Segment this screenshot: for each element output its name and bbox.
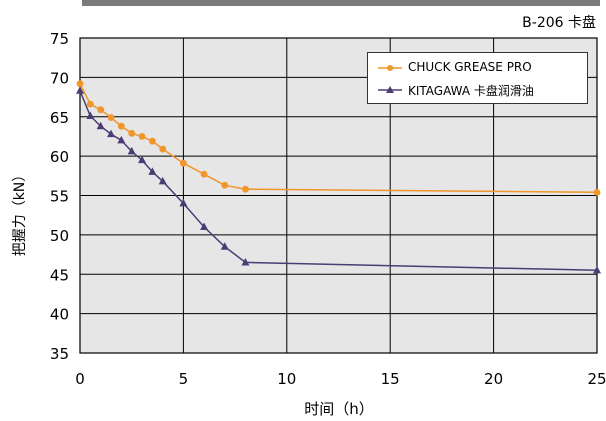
data-point-triangle: [179, 198, 188, 207]
x-axis-label: 时间（h）: [304, 400, 374, 418]
top-decorative-bar: [82, 0, 600, 6]
data-point-circle: [221, 181, 229, 189]
chart-title: B-206 卡盘: [522, 15, 596, 31]
data-point-circle: [86, 100, 94, 108]
y-tick-label: 65: [50, 109, 69, 127]
data-point-circle: [200, 170, 208, 178]
data-point-triangle: [593, 265, 601, 274]
data-point-triangle: [96, 121, 105, 130]
data-point-circle: [97, 106, 105, 114]
x-tick-label: 0: [75, 370, 85, 388]
data-point-triangle: [86, 111, 95, 119]
data-point-circle: [76, 80, 84, 88]
data-point-circle: [138, 133, 146, 140]
data-point-triangle: [127, 146, 136, 155]
x-tick-label: 10: [277, 370, 296, 388]
legend-item-kitagawa: KITAGAWA 卡盘润滑油: [368, 80, 587, 100]
y-tick-label: 50: [50, 227, 69, 245]
legend-triangle-marker-icon: [386, 86, 394, 93]
data-point-triangle: [138, 155, 147, 164]
data-point-circle: [593, 188, 601, 196]
data-point-circle: [148, 137, 156, 145]
data-point-triangle: [76, 86, 84, 94]
x-tick-label: 5: [179, 370, 189, 388]
legend-label: CHUCK GREASE PRO: [408, 60, 532, 74]
data-point-triangle: [107, 129, 116, 138]
y-tick-label: 35: [50, 345, 69, 363]
legend-label: KITAGAWA 卡盘润滑油: [408, 84, 534, 98]
y-tick-label: 55: [50, 188, 69, 206]
data-point-triangle: [158, 176, 167, 185]
x-tick-label: 20: [484, 370, 503, 388]
y-tick-label: 60: [50, 148, 69, 166]
x-tick-label: 15: [381, 370, 400, 388]
data-point-circle: [107, 114, 115, 121]
data-point-triangle: [117, 135, 126, 144]
y-axis-label: 把握力（kN）: [12, 167, 28, 257]
data-point-circle: [242, 185, 249, 193]
x-tick-label: 25: [587, 370, 606, 388]
data-point-circle: [159, 145, 167, 153]
data-point-triangle: [200, 222, 209, 230]
y-tick-label: 70: [50, 69, 69, 87]
data-point-triangle: [220, 242, 229, 250]
data-point-triangle: [241, 257, 250, 266]
data-point-circle: [117, 122, 125, 130]
legend: CHUCK GREASE PRO KITAGAWA 卡盘润滑油: [367, 52, 588, 104]
data-point-triangle: [148, 167, 157, 175]
y-tick-label: 45: [50, 266, 69, 284]
legend-circle-marker-icon: [387, 65, 393, 71]
legend-item-chuck-grease-pro: CHUCK GREASE PRO: [368, 58, 587, 78]
y-tick-label: 75: [50, 30, 69, 48]
data-point-circle: [128, 129, 136, 137]
y-tick-label: 40: [50, 306, 69, 324]
data-point-circle: [180, 159, 187, 167]
